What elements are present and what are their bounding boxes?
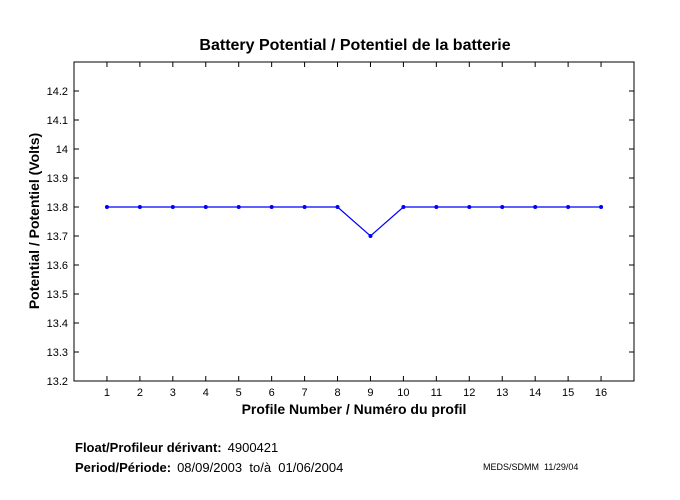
x-tick-label: 1 [104,387,110,399]
data-point [236,205,241,209]
float-info: Float/Profileur dérivant: 4900421 [75,440,278,455]
series-line [106,206,602,237]
data-point [368,234,373,238]
data-point [401,205,406,209]
y-tick-label: 13.8 [47,202,68,214]
float-label: Float/Profileur dérivant: [75,440,222,455]
y-tick-label: 13.4 [47,318,68,330]
y-tick-label: 13.3 [47,347,68,359]
x-tick-label: 9 [367,387,373,399]
data-point [500,205,505,209]
period-value: 08/09/2003 to/à 01/06/2004 [177,460,344,475]
x-tick-label: 7 [302,387,308,399]
data-point [203,205,208,209]
x-tick-label: 6 [269,387,275,399]
data-point [104,205,109,209]
y-tick-label: 14.2 [47,86,68,98]
x-tick-label: 11 [431,387,442,399]
y-axis-ticks: 13.2 13.3 13.4 13.5 13.6 13.7 13.8 13.9 14 14.1 14… [47,86,634,388]
x-tick-label: 14 [529,387,541,399]
chart-title: Battery Potential / Potentiel de la batt… [199,37,510,54]
y-tick-label: 13.6 [47,260,68,272]
data-point [434,205,439,209]
data-point [335,205,340,209]
y-tick-label: 13.5 [47,289,68,301]
float-value: 4900421 [227,440,279,455]
x-tick-label: 2 [137,387,143,399]
y-tick-label: 14.1 [47,115,68,127]
data-point [467,205,472,209]
data-point [599,205,604,209]
x-tick-label: 3 [170,387,176,399]
x-tick-label: 4 [203,387,209,399]
y-tick-label: 14 [56,144,68,156]
data-point [137,205,142,209]
x-tick-label: 13 [496,387,508,399]
period-label: Period/Période: [75,460,172,475]
y-tick-label: 13.9 [47,173,68,185]
x-axis-ticks: 1 2 3 4 5 6 7 8 9 10 11 12 13 14 15 16 [104,62,607,399]
data-point [269,205,274,209]
meds-stamp: MEDS/SDMM 11/29/04 [483,462,579,472]
y-axis-label: Potential / Potentiel (Volts) [26,133,42,309]
plot-frame [73,61,635,382]
data-point [566,205,571,209]
x-axis-label: Profile Number / Numéro du profil [242,401,467,417]
y-tick-label: 13.2 [47,376,68,388]
x-tick-label: 5 [236,387,242,399]
x-tick-label: 12 [463,387,475,399]
y-tick-label: 13.7 [47,231,68,243]
period-info: Period/Période: 08/09/2003 to/à 01/06/200… [75,460,343,475]
x-tick-label: 16 [595,387,607,399]
x-tick-label: 8 [334,387,340,399]
x-tick-label: 15 [562,387,574,399]
data-point [170,205,175,209]
x-tick-label: 10 [397,387,409,399]
data-point [302,205,307,209]
data-point [533,205,538,209]
data-series [104,205,604,238]
